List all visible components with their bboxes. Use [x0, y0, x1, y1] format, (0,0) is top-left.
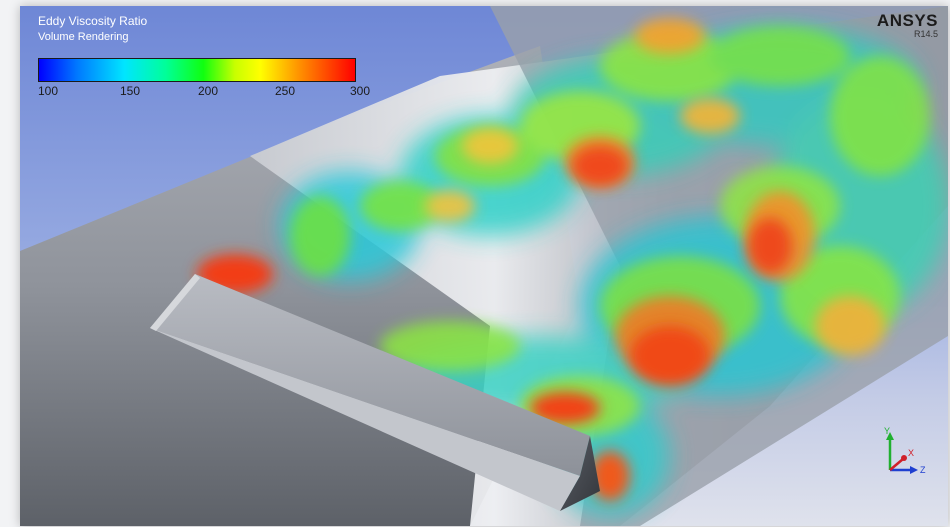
legend-title: Eddy Viscosity Ratio — [38, 14, 148, 28]
colorbar-tick: 100 — [37, 84, 59, 98]
ansys-logo: ANSYS — [876, 11, 938, 30]
colorbar-tick: 300 — [349, 84, 371, 98]
render-viewport[interactable]: Eddy Viscosity Ratio Volume Rendering 10… — [20, 6, 948, 526]
ramp-top-face — [150, 274, 590, 476]
ramp-left-edge — [150, 274, 200, 331]
colorbar — [38, 58, 356, 82]
cfd-volume-rendering — [20, 6, 948, 526]
axis-x-label: X — [908, 448, 914, 458]
colorbar-tick: 250 — [274, 84, 296, 98]
version-label: R14.5 — [913, 29, 938, 39]
legend-subtitle: Volume Rendering — [38, 31, 129, 43]
axis-z-label: Z — [920, 465, 926, 475]
ramp-end-face — [560, 436, 600, 511]
ramp-front-face — [150, 328, 580, 511]
axis-triad-icon[interactable]: Y X Z — [870, 426, 930, 486]
axis-y-label: Y — [884, 426, 890, 436]
colorbar-tick: 200 — [197, 84, 219, 98]
colorbar-tick: 150 — [119, 84, 141, 98]
